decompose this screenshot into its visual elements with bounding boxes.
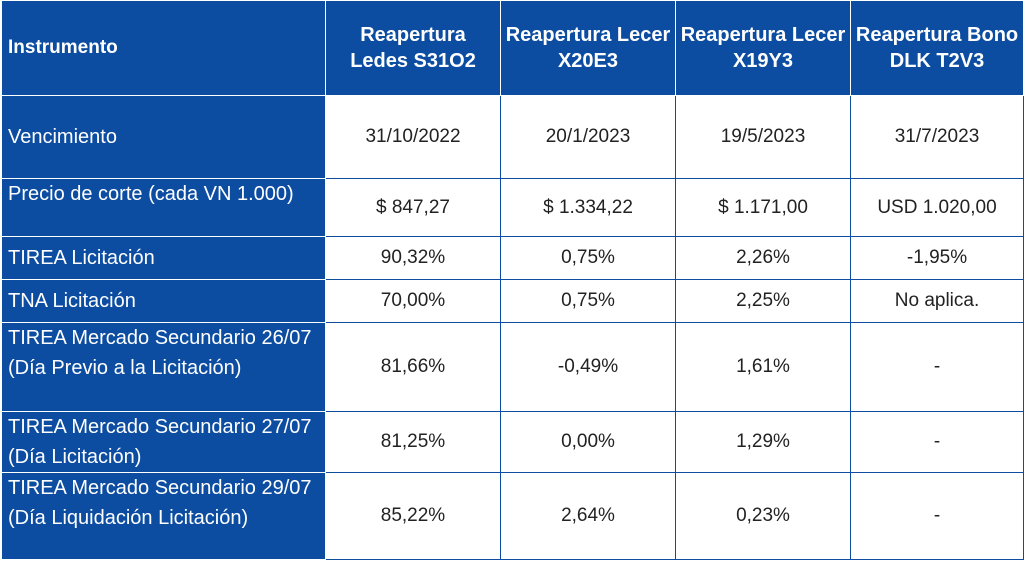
table-row: TIREA Licitación 90,32% 0,75% 2,26% -1,9… <box>1 236 1024 280</box>
table-cell: - <box>850 322 1024 412</box>
table-cell: - <box>850 411 1024 473</box>
table-cell: 85,22% <box>325 472 501 560</box>
header-s31o2: Reapertura Ledes S31O2 <box>325 0 501 96</box>
table-cell: 1,61% <box>675 322 851 412</box>
table-cell: 81,66% <box>325 322 501 412</box>
row-label: TNA Licitación <box>1 279 326 323</box>
table-cell: 0,75% <box>500 236 676 280</box>
row-label: TIREA Mercado Secundario 29/07 (Día Liqu… <box>1 472 326 560</box>
table-cell: 0,00% <box>500 411 676 473</box>
row-label: TIREA Licitación <box>1 236 326 280</box>
table-cell: -1,95% <box>850 236 1024 280</box>
table-cell: $ 1.171,00 <box>675 178 851 237</box>
table-row: TIREA Mercado Secundario 26/07 (Día Prev… <box>1 322 1024 412</box>
table-cell: 70,00% <box>325 279 501 323</box>
table-header-row: Instrumento Reapertura Ledes S31O2 Reape… <box>1 0 1024 96</box>
table-row: Vencimiento 31/10/2022 20/1/2023 19/5/20… <box>1 95 1024 179</box>
table-cell: 90,32% <box>325 236 501 280</box>
table-cell: -0,49% <box>500 322 676 412</box>
row-label: TIREA Mercado Secundario 26/07 (Día Prev… <box>1 322 326 412</box>
table-cell: USD 1.020,00 <box>850 178 1024 237</box>
table-cell: $ 1.334,22 <box>500 178 676 237</box>
table-row: TIREA Mercado Secundario 29/07 (Día Liqu… <box>1 472 1024 560</box>
table-row: TIREA Mercado Secundario 27/07 (Día Lici… <box>1 411 1024 473</box>
table-cell: 31/10/2022 <box>325 95 501 179</box>
row-label: Precio de corte (cada VN 1.000) <box>1 178 326 237</box>
table-cell: 81,25% <box>325 411 501 473</box>
table-row: TNA Licitación 70,00% 0,75% 2,25% No apl… <box>1 279 1024 323</box>
table-row: Precio de corte (cada VN 1.000) $ 847,27… <box>1 178 1024 237</box>
table-cell: 2,25% <box>675 279 851 323</box>
table-cell: 2,26% <box>675 236 851 280</box>
header-x20e3: Reapertura Lecer X20E3 <box>500 0 676 96</box>
table-cell: 1,29% <box>675 411 851 473</box>
row-label: TIREA Mercado Secundario 27/07 (Día Lici… <box>1 411 326 473</box>
table-cell: 31/7/2023 <box>850 95 1024 179</box>
header-x19y3: Reapertura Lecer X19Y3 <box>675 0 851 96</box>
row-label: Vencimiento <box>1 95 326 179</box>
table-cell: $ 847,27 <box>325 178 501 237</box>
table-cell: 0,75% <box>500 279 676 323</box>
table-cell: 19/5/2023 <box>675 95 851 179</box>
table-cell: No aplica. <box>850 279 1024 323</box>
header-t2v3: Reapertura Bono DLK T2V3 <box>850 0 1024 96</box>
table-cell: - <box>850 472 1024 560</box>
table-cell: 20/1/2023 <box>500 95 676 179</box>
header-instrumento: Instrumento <box>1 0 326 96</box>
table-cell: 2,64% <box>500 472 676 560</box>
table-cell: 0,23% <box>675 472 851 560</box>
